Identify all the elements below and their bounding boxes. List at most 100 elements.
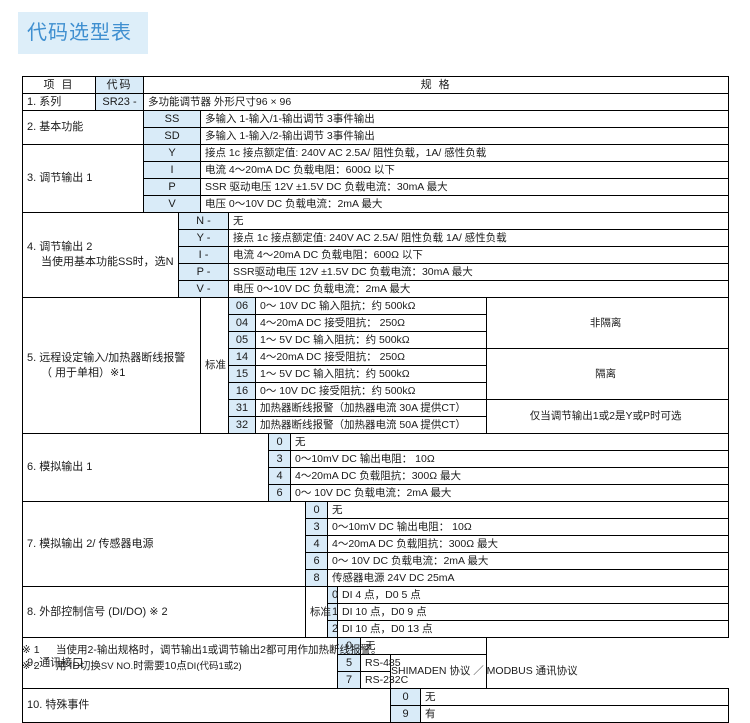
spec-cell-8-0: DI 4 点，D0 5 点 <box>336 586 730 604</box>
spec-cell-2-0: 多输入 1-输入/1-输出调节 3事件输出 <box>199 110 730 128</box>
header-spec: 规 格 <box>142 76 730 94</box>
group-label-5-2: 仅当调节输出1或2是Y或P时可选 <box>485 399 730 434</box>
spec-cell-4-3: SSR驱动电压 12V ±1.5V DC 负载电流：30mA 最大 <box>227 263 730 281</box>
code-cell-4-2: I - <box>178 246 229 264</box>
code-cell-7-4: 8 <box>305 569 328 587</box>
spec-cell-7-4: 传感器电源 24V DC 25mA <box>326 569 730 587</box>
footnote-2-mark: ※ 2 <box>22 660 40 672</box>
spec-cell-10-1: 有 <box>419 705 730 723</box>
footnote-2-part-c: 时需要10点 <box>133 660 187 672</box>
table-row: 05 1～ 5V DC 输入阻抗：约 500kΩ <box>23 331 729 349</box>
section-name-4: 4. 调节输出 2 当使用基本功能SS时，选N <box>22 212 179 298</box>
table-header-row: 项 目 代码 规 格 <box>22 76 730 94</box>
table-row: 8 传感器电源 24V DC 25mA <box>23 569 730 587</box>
code-cell-6-0: 0 <box>268 433 291 451</box>
table-row: 16 0～ 10V DC 接受阻抗：约 500kΩ <box>23 382 729 400</box>
table-row: 8. 外部控制信号 (DI/DO) ※ 2 标准 0 DI 4 点，D0 5 点 <box>22 586 730 638</box>
footnote-1-text: 当使用2-输出规格时，调节输出1或调节输出2都可用作加热断线报警。 <box>56 644 382 656</box>
standard-label-8: 标准 <box>305 586 331 638</box>
spec-cell-6-3: 0～ 10V DC 负载电流：2mA 最大 <box>289 484 730 502</box>
spec-cell-5-3: 4～20mA DC 接受阻抗： 250Ω <box>255 348 487 366</box>
spec-cell-7-0: 无 <box>326 501 730 519</box>
spec-cell-7-1: 0～10mV DC 输出电阻： 10Ω <box>326 518 730 536</box>
code-cell-4-1: Y - <box>178 229 229 247</box>
table-row: I 电流 4～20mA DC 负载电阻：600Ω 以下 <box>23 161 730 179</box>
table-row: 2. 基本功能 SS 多输入 1-输入/1-输出调节 3事件输出 <box>22 110 730 145</box>
spec-cell-7-2: 4～20mA DC 负载阻抗：300Ω 最大 <box>326 535 730 553</box>
code-cell-5-7: 32 <box>228 416 256 434</box>
footnote-2-part-e: (代码1或2) <box>196 661 242 672</box>
standard-label-5: 标准 <box>200 297 229 434</box>
table-row: 3 0～10mV DC 输出电阻： 10Ω <box>23 450 730 468</box>
spec-cell-3-0: 接点 1c 接点额定值: 240V AC 2.5A/ 阻性负载，1A/ 感性负载 <box>199 144 730 162</box>
table-row: 31 加热器断线报警（加热器电流 30A 提供CT） 仅当调节输出1或2是Y或P… <box>23 399 730 434</box>
footnote-2-part-b: SV NO. <box>100 661 134 672</box>
spec-cell-4-4: 电压 0～10V DC 负载电流：2mA 最大 <box>227 280 730 298</box>
header-item: 项 目 <box>22 76 96 94</box>
code-cell-5-4: 15 <box>228 365 256 383</box>
footnote-1: ※ 1 当使用2-输出规格时，调节输出1或调节输出2都可用作加热断线报警。 <box>22 642 382 658</box>
spec-cell-4-0: 无 <box>227 212 730 230</box>
group-label-5-1: 隔离 <box>485 348 730 400</box>
spec-cell-5-1: 4～20mA DC 接受阻抗： 250Ω <box>255 314 487 332</box>
code-cell-5-3: 14 <box>228 348 256 366</box>
footnote-2: ※ 2 用 ID切换SV NO.时需要10点DI(代码1或2) <box>22 658 382 675</box>
comm-protocol-note: SHIMADEN 协议 ／ MODBUS 通讯协议 <box>390 654 578 689</box>
code-cell-10-1: 9 <box>390 705 421 723</box>
code-cell-4-3: P - <box>178 263 229 281</box>
table-row: 5. 远程设定输入/加热器断线报警 （ 用于单相）※1 标准 06 0～ 10V… <box>22 297 730 434</box>
footnote-1-mark: ※ 1 <box>22 644 40 656</box>
spec-cell-5-5: 0～ 10V DC 接受阻抗：约 500kΩ <box>255 382 487 400</box>
section-name-4-main: 4. 调节输出 2 <box>27 241 93 253</box>
code-cell-3-0: Y <box>143 144 201 162</box>
code-cell-1-0: SR23 - <box>95 93 144 111</box>
code-cell-6-1: 3 <box>268 450 291 468</box>
spec-cell-3-1: 电流 4～20mA DC 负载电阻：600Ω 以下 <box>199 161 730 179</box>
spec-cell-6-0: 无 <box>289 433 730 451</box>
table-row: 4. 调节输出 2 当使用基本功能SS时，选N N - 无 <box>22 212 730 298</box>
table-row: 6 0～ 10V DC 负载电流：2mA 最大 <box>23 484 730 502</box>
code-cell-3-1: I <box>143 161 201 179</box>
code-cell-8-2: 2 <box>327 620 338 638</box>
spec-cell-3-2: SSR 驱动电压 12V ±1.5V DC 负载电流：30mA 最大 <box>199 178 730 196</box>
spec-cell-1-0: 多功能调节器 外形尺寸96 × 96 <box>142 93 730 111</box>
code-cell-10-0: 0 <box>390 688 421 706</box>
code-cell-2-1: SD <box>143 127 201 145</box>
section-name-5: 5. 远程设定输入/加热器断线报警 （ 用于单相）※1 <box>22 297 201 434</box>
spec-cell-5-2: 1～ 5V DC 输入阻抗：约 500kΩ <box>255 331 487 349</box>
spec-cell-7-3: 0～ 10V DC 负载电流：2mA 最大 <box>326 552 730 570</box>
spec-cell-5-0: 0～ 10V DC 输入阻抗：约 500kΩ <box>255 297 487 315</box>
code-cell-7-3: 6 <box>305 552 328 570</box>
code-cell-4-0: N - <box>178 212 229 230</box>
section-name-7: 7. 模拟输出 2/ 传感器电源 <box>22 501 306 587</box>
section-name-1: 1. 系列 <box>22 93 96 111</box>
footnotes: ※ 1 当使用2-输出规格时，调节输出1或调节输出2都可用作加热断线报警。 ※ … <box>22 642 382 675</box>
spec-cell-4-2: 电流 4～20mA DC 负载电阻：600Ω 以下 <box>227 246 730 264</box>
section-name-4-sub: 当使用基本功能SS时，选N <box>41 256 174 268</box>
table-row: Y - 接点 1c 接点额定值: 240V AC 2.5A/ 阻性负载 1A/ … <box>23 229 730 247</box>
code-cell-6-2: 4 <box>268 467 291 485</box>
code-cell-5-5: 16 <box>228 382 256 400</box>
footnote-2-part-a: 用 ID切换 <box>56 660 101 672</box>
spec-cell-6-2: 4～20mA DC 负载阻抗：300Ω 最大 <box>289 467 730 485</box>
spec-cell-5-4: 1～ 5V DC 输入阻抗：约 500kΩ <box>255 365 487 383</box>
spec-cell-6-1: 0～10mV DC 输出电阻： 10Ω <box>289 450 730 468</box>
page-title: 代码选型表 <box>27 22 132 44</box>
section-name-6: 6. 模拟输出 1 <box>22 433 269 502</box>
code-cell-4-4: V - <box>178 280 229 298</box>
spec-cell-8-1: DI 10 点，D0 9 点 <box>336 603 730 621</box>
spec-cell-5-6: 加热器断线报警（加热器电流 30A 提供CT） <box>255 399 487 417</box>
code-cell-2-0: SS <box>143 110 201 128</box>
section-name-3: 3. 调节输出 1 <box>22 144 144 213</box>
table-row: 2 DI 10 点，D0 13 点 <box>23 620 730 638</box>
footnote-2-part-d: DI <box>186 661 197 672</box>
table-row: 6. 模拟输出 1 0 无 <box>22 433 730 502</box>
code-cell-7-2: 4 <box>305 535 328 553</box>
spec-cell-8-2: DI 10 点，D0 13 点 <box>336 620 730 638</box>
code-cell-5-0: 06 <box>228 297 256 315</box>
group-label-5-0: 非隔离 <box>485 297 730 349</box>
section-name-5-sub: （ 用于单相）※1 <box>41 366 126 379</box>
spec-cell-10-0: 无 <box>419 688 730 706</box>
code-cell-3-3: V <box>143 195 201 213</box>
spec-table: 项 目 代码 规 格 1. 系列 SR23 - 多功能调节器 外形尺寸96 × … <box>22 76 730 723</box>
